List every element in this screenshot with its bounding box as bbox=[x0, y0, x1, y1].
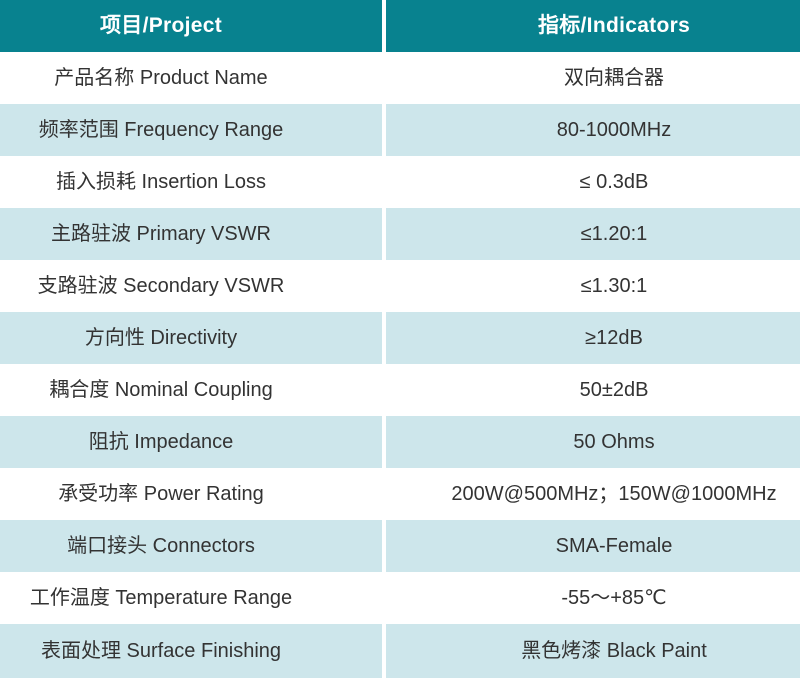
table-row: 表面处理 Surface Finishing 黑色烤漆 Black Paint bbox=[0, 624, 800, 678]
project-cell: 工作温度 Temperature Range bbox=[0, 572, 382, 624]
project-cell: 阻抗 Impedance bbox=[0, 416, 382, 468]
project-cell: 方向性 Directivity bbox=[0, 312, 382, 364]
project-cell: 耦合度 Nominal Coupling bbox=[0, 364, 382, 416]
indicator-cell: ≤1.30:1 bbox=[386, 260, 800, 312]
indicator-cell: ≤1.20:1 bbox=[386, 208, 800, 260]
column-divider bbox=[382, 260, 386, 312]
project-cell: 频率范围 Frequency Range bbox=[0, 104, 382, 156]
project-cell: 插入损耗 Insertion Loss bbox=[0, 156, 382, 208]
indicator-cell: 双向耦合器 bbox=[386, 52, 800, 104]
table-row: 产品名称 Product Name 双向耦合器 bbox=[0, 52, 800, 104]
column-divider bbox=[382, 468, 386, 520]
column-divider bbox=[382, 208, 386, 260]
indicator-cell: 50±2dB bbox=[386, 364, 800, 416]
column-divider bbox=[382, 624, 386, 678]
table-row: 阻抗 Impedance 50 Ohms bbox=[0, 416, 800, 468]
header-cell-indicators: 指标/Indicators bbox=[386, 0, 800, 52]
column-divider bbox=[382, 416, 386, 468]
table-row: 耦合度 Nominal Coupling 50±2dB bbox=[0, 364, 800, 416]
table-header-row: 项目/Project 指标/Indicators bbox=[0, 0, 800, 52]
project-cell: 承受功率 Power Rating bbox=[0, 468, 382, 520]
column-divider bbox=[382, 572, 386, 624]
table-row: 支路驻波 Secondary VSWR ≤1.30:1 bbox=[0, 260, 800, 312]
column-divider bbox=[382, 364, 386, 416]
indicator-cell: ≥12dB bbox=[386, 312, 800, 364]
indicator-cell: ≤ 0.3dB bbox=[386, 156, 800, 208]
table-row: 频率范围 Frequency Range 80-1000MHz bbox=[0, 104, 800, 156]
project-cell: 端口接头 Connectors bbox=[0, 520, 382, 572]
project-cell: 产品名称 Product Name bbox=[0, 52, 382, 104]
indicator-cell: SMA-Female bbox=[386, 520, 800, 572]
table-row: 端口接头 Connectors SMA-Female bbox=[0, 520, 800, 572]
project-cell: 表面处理 Surface Finishing bbox=[0, 624, 382, 678]
project-cell: 主路驻波 Primary VSWR bbox=[0, 208, 382, 260]
table-row: 方向性 Directivity ≥12dB bbox=[0, 312, 800, 364]
indicator-cell: -55～+85℃ bbox=[386, 572, 800, 624]
project-cell: 支路驻波 Secondary VSWR bbox=[0, 260, 382, 312]
column-divider bbox=[382, 104, 386, 156]
column-divider bbox=[382, 52, 386, 104]
indicator-cell: 黑色烤漆 Black Paint bbox=[386, 624, 800, 678]
table-row: 主路驻波 Primary VSWR ≤1.20:1 bbox=[0, 208, 800, 260]
column-divider bbox=[382, 156, 386, 208]
table-row: 承受功率 Power Rating 200W@500MHz；150W@1000MH… bbox=[0, 468, 800, 520]
column-divider bbox=[382, 312, 386, 364]
indicator-cell: 50 Ohms bbox=[386, 416, 800, 468]
column-divider bbox=[382, 0, 386, 52]
column-divider bbox=[382, 520, 386, 572]
indicator-cell: 80-1000MHz bbox=[386, 104, 800, 156]
indicator-cell: 200W@500MHz；150W@1000MHz bbox=[386, 468, 800, 520]
table-row: 工作温度 Temperature Range -55～+85℃ bbox=[0, 572, 800, 624]
header-cell-project: 项目/Project bbox=[0, 0, 382, 52]
table-row: 插入损耗 Insertion Loss ≤ 0.3dB bbox=[0, 156, 800, 208]
